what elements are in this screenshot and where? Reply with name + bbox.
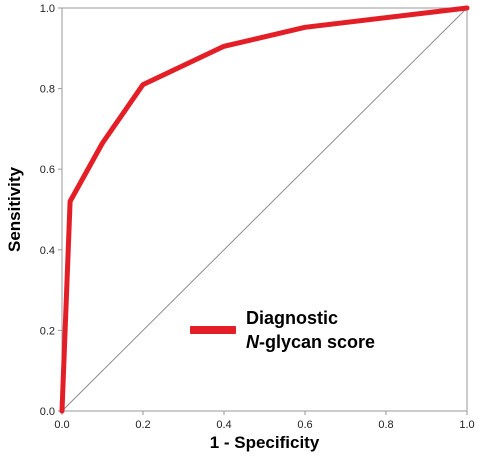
roc-curve-line <box>59 5 470 414</box>
y-tick-label: 0.6 <box>40 164 55 176</box>
x-ticks: 0.0 0.2 0.4 0.6 0.8 1.0 <box>54 411 475 431</box>
legend-line-2: N-glycan score <box>246 330 375 354</box>
x-tick-label: 0.0 <box>54 419 69 431</box>
y-ticks: 0.0 0.2 0.4 0.6 0.8 1.0 <box>40 3 62 418</box>
x-tick-label: 1.0 <box>459 419 474 431</box>
legend-label: Diagnostic N-glycan score <box>246 306 375 354</box>
legend-italic-n: N <box>246 332 259 352</box>
y-tick-label: 0.2 <box>40 325 55 337</box>
x-tick-label: 0.6 <box>297 419 312 431</box>
legend-swatch <box>190 326 236 334</box>
x-tick-label: 0.2 <box>135 419 150 431</box>
y-axis-label: Sensitivity <box>5 166 24 252</box>
legend-line-2-rest: -glycan score <box>259 332 376 352</box>
reference-diagonal-line <box>61 7 468 412</box>
legend-line-1: Diagnostic <box>246 308 339 328</box>
y-tick-label: 0.4 <box>40 245 55 257</box>
legend: Diagnostic N-glycan score <box>190 306 375 354</box>
series-layer <box>59 5 470 414</box>
x-tick-label: 0.4 <box>216 419 231 431</box>
y-tick-label: 1.0 <box>40 3 55 15</box>
x-tick-label: 0.8 <box>378 419 393 431</box>
y-tick-label: 0.0 <box>40 406 55 418</box>
y-tick-label: 0.8 <box>40 84 55 96</box>
x-axis-label: 1 - Specificity <box>210 433 320 452</box>
